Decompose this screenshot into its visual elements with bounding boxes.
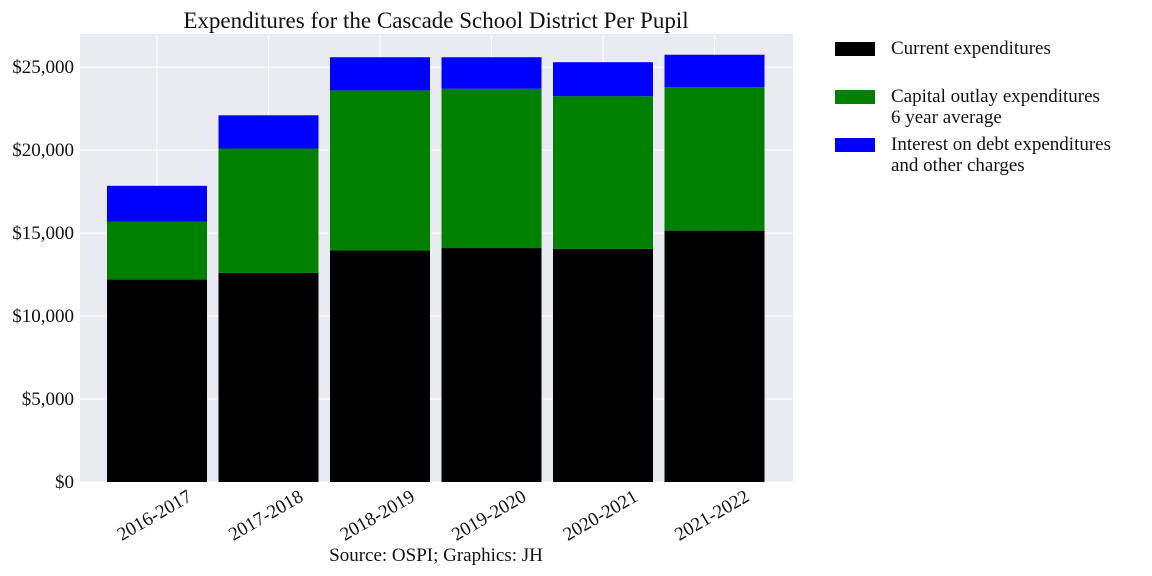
bar-2017-2018-series-0	[218, 272, 319, 482]
y-tick-label: $20,000	[12, 140, 74, 161]
y-tick-label: $25,000	[12, 57, 74, 78]
bar-2020-2021-series-1	[553, 96, 653, 249]
bar-2016-2017-series-1	[107, 221, 207, 280]
legend-label-capital: Capital outlay expenditures 6 year avera…	[891, 86, 1100, 128]
bar-2018-2019-series-1	[330, 90, 430, 251]
bar-2020-2021-series-0	[553, 248, 653, 482]
x-tick-labels: 2016-2017 2017-2018 2018-2019 2019-2020 2020…	[114, 486, 753, 545]
legend-label-interest: Interest on debt expenditures and other …	[891, 134, 1112, 176]
bars-group	[107, 54, 765, 482]
bar-2016-2017-series-2	[107, 185, 207, 222]
bar-2020-2021-series-2	[553, 62, 653, 97]
x-tick-label: 2018-2019	[337, 486, 419, 545]
bar-2019-2020-series-2	[441, 57, 542, 89]
bar-2021-2022-series-0	[664, 230, 765, 482]
x-tick-label: 2020-2021	[560, 486, 642, 545]
y-tick-labels: $0 $5,000 $10,000 $15,000 $20,000 $25,000	[12, 57, 74, 493]
x-tick-label: 2017-2018	[225, 486, 307, 545]
bar-2017-2018-series-1	[218, 148, 319, 273]
legend-swatch-interest	[835, 138, 875, 152]
bar-2021-2022-series-1	[664, 87, 765, 231]
legend-swatch-capital	[835, 90, 875, 104]
legend-label-current: Current expenditures	[891, 38, 1051, 59]
x-tick-label: 2019-2020	[448, 486, 530, 545]
x-tick-label: 2016-2017	[114, 486, 196, 545]
chart-title: Expenditures for the Cascade School Dist…	[183, 8, 688, 33]
y-tick-label: $0	[55, 472, 74, 493]
bar-2019-2020-series-1	[441, 88, 542, 249]
bar-2016-2017-series-0	[107, 279, 207, 482]
bar-2017-2018-series-2	[218, 115, 319, 149]
bar-2021-2022-series-2	[664, 54, 765, 88]
x-axis-label: Source: OSPI; Graphics: JH	[329, 545, 543, 566]
y-tick-label: $10,000	[12, 306, 74, 327]
legend-swatch-current	[835, 42, 875, 56]
bar-2018-2019-series-0	[330, 250, 430, 482]
x-tick-label: 2021-2022	[671, 486, 753, 545]
bar-2019-2020-series-0	[441, 248, 542, 482]
bar-2018-2019-series-2	[330, 57, 430, 91]
y-tick-label: $15,000	[12, 223, 74, 244]
y-tick-label: $5,000	[22, 389, 74, 410]
